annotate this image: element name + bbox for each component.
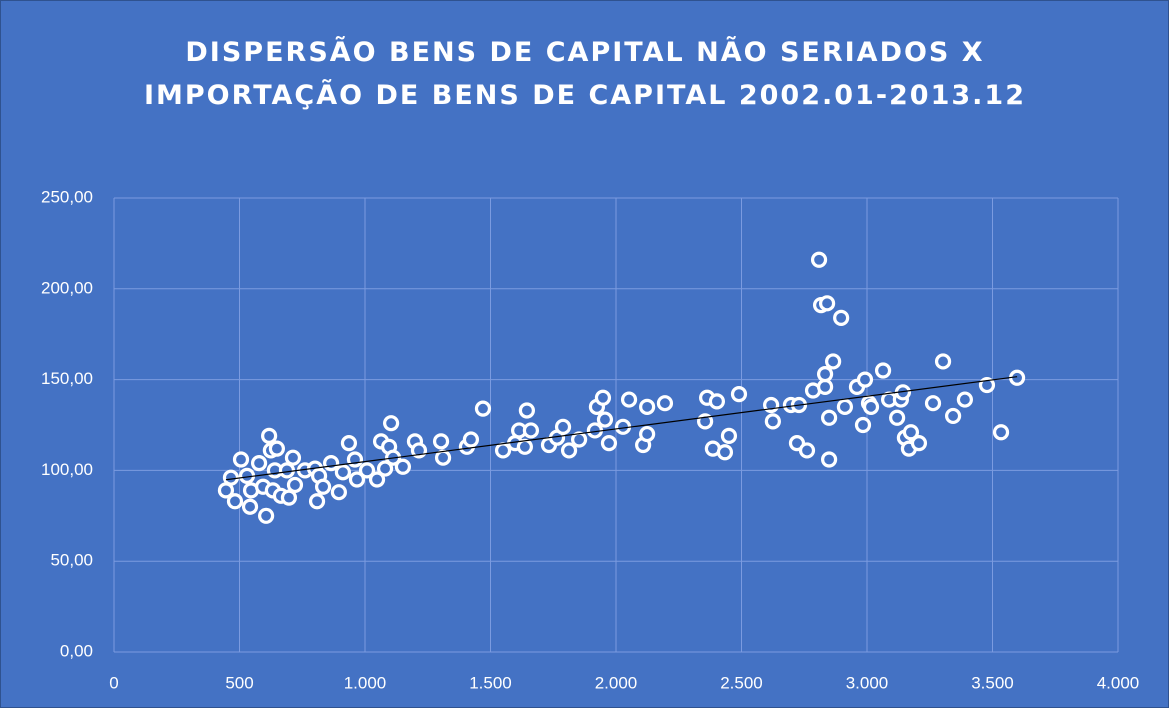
point <box>730 386 748 403</box>
point <box>820 451 838 468</box>
point <box>978 376 996 394</box>
point <box>284 449 302 466</box>
point <box>600 435 618 452</box>
point <box>874 362 892 379</box>
point <box>862 398 880 415</box>
y-tick-label: 0,00 <box>60 641 93 660</box>
point <box>825 353 842 370</box>
x-tick-label: 500 <box>225 673 253 692</box>
point <box>376 460 394 477</box>
point <box>910 435 928 452</box>
point <box>334 464 352 481</box>
point <box>383 415 400 432</box>
point <box>816 378 834 395</box>
x-tick-label: 1.500 <box>469 673 512 692</box>
point <box>323 455 340 472</box>
point <box>308 493 326 510</box>
x-tick-label: 4.000 <box>1097 673 1140 692</box>
point <box>856 371 874 388</box>
point <box>432 433 450 450</box>
point <box>222 469 240 486</box>
point <box>474 400 492 417</box>
point <box>820 409 838 426</box>
x-tick-label: 3.500 <box>971 673 1014 692</box>
point <box>241 498 259 515</box>
point <box>818 295 836 312</box>
point <box>348 471 366 488</box>
point <box>798 442 816 459</box>
point <box>462 431 480 448</box>
point <box>268 440 285 457</box>
point <box>330 484 347 501</box>
point <box>232 451 250 468</box>
point <box>280 489 298 506</box>
point <box>516 438 533 455</box>
point <box>716 444 734 461</box>
point <box>620 391 638 408</box>
point <box>250 455 268 472</box>
point <box>639 425 656 443</box>
y-tick-label: 50,00 <box>50 551 93 570</box>
point <box>836 398 854 415</box>
point <box>934 353 952 370</box>
point <box>956 391 973 408</box>
point <box>902 424 920 441</box>
point <box>571 431 588 448</box>
point <box>810 251 828 268</box>
point <box>314 478 332 495</box>
x-tick-label: 0 <box>109 673 118 692</box>
point <box>554 418 572 435</box>
y-tick-label: 200,00 <box>41 278 93 297</box>
point <box>764 413 781 430</box>
point <box>286 476 304 494</box>
point <box>708 393 726 410</box>
y-tick-label: 100,00 <box>41 460 93 479</box>
point <box>639 398 656 415</box>
point <box>594 389 612 406</box>
point <box>596 411 614 428</box>
point <box>833 309 850 326</box>
y-tick-label: 150,00 <box>41 369 93 388</box>
point <box>560 442 578 459</box>
point <box>720 427 738 444</box>
x-tick-label: 2.500 <box>720 673 763 692</box>
chart-title: DISPERSÃO BENS DE CAPITAL NÃO SERIADOS X… <box>143 37 1027 111</box>
point <box>586 422 604 439</box>
point <box>258 507 275 524</box>
point <box>854 416 872 434</box>
trend-line <box>225 376 1018 481</box>
point <box>261 427 278 444</box>
point <box>368 471 386 488</box>
point <box>226 493 244 510</box>
point <box>278 462 296 479</box>
point <box>518 402 535 419</box>
point <box>340 435 358 452</box>
x-tick-label: 2.000 <box>595 673 638 692</box>
point <box>992 424 1010 441</box>
point <box>656 395 674 412</box>
point <box>816 366 834 383</box>
point <box>944 407 962 425</box>
point <box>522 422 540 439</box>
point <box>889 409 906 426</box>
x-tick-label: 1.000 <box>344 673 387 692</box>
x-tick-label: 3.000 <box>846 673 889 692</box>
point <box>434 449 452 466</box>
point <box>614 418 632 435</box>
point <box>394 458 412 475</box>
y-tick-label: 250,00 <box>41 187 93 206</box>
point <box>924 395 942 412</box>
point <box>358 462 376 479</box>
